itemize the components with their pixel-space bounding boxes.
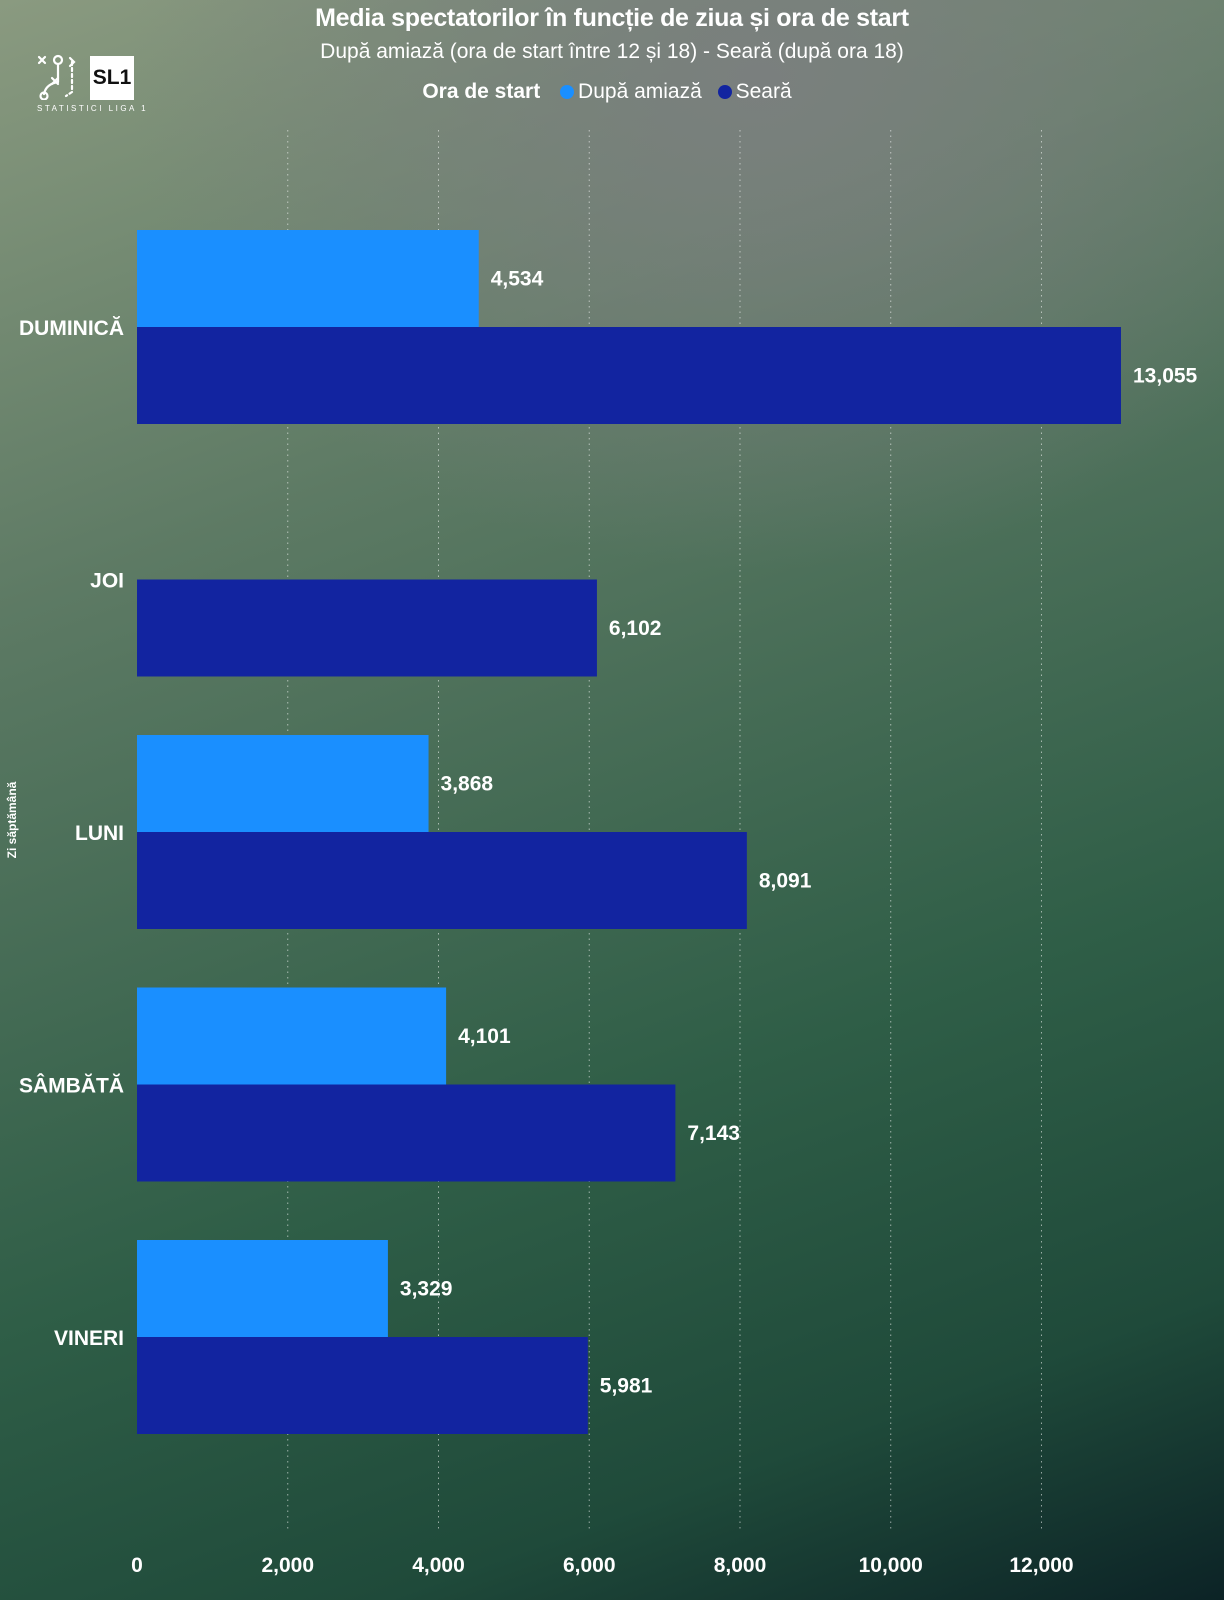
legend: Ora de start După amiază Seară: [0, 80, 1224, 104]
data-label: 13,055: [1133, 365, 1198, 388]
bar-evening[interactable]: [137, 832, 747, 929]
x-tick-label: 4,000: [412, 1554, 465, 1577]
bar-evening[interactable]: [137, 1084, 676, 1182]
data-label: 3,868: [441, 773, 494, 796]
x-tick-label: 2,000: [261, 1554, 314, 1577]
bar-afternoon[interactable]: [137, 1240, 388, 1337]
logo-mark: SL1: [90, 56, 134, 100]
legend-item-evening[interactable]: Seară: [717, 80, 792, 103]
y-tick-label: LUNI: [75, 822, 124, 845]
y-tick-label: SÂMBĂTĂ: [19, 1074, 124, 1098]
x-tick-label: 10,000: [859, 1554, 923, 1577]
bar-evening[interactable]: [137, 1337, 588, 1434]
x-tick-label: 0: [131, 1554, 143, 1577]
data-label: 3,329: [400, 1278, 453, 1301]
data-label: 6,102: [609, 617, 662, 640]
data-label: 7,143: [687, 1122, 740, 1145]
logo-subtitle: STATISTICI LIGA 1: [37, 104, 149, 113]
bar-afternoon[interactable]: [137, 735, 429, 832]
legend-item-afternoon[interactable]: După amiază: [560, 80, 702, 103]
legend-label-evening: Seară: [735, 80, 792, 103]
bar-evening[interactable]: [137, 327, 1121, 424]
legend-dot-afternoon: [560, 85, 575, 99]
chart-title: Media spectatorilor în funcție de ziua ș…: [315, 4, 909, 32]
data-label: 5,981: [600, 1375, 653, 1398]
legend-label-afternoon: După amiază: [578, 80, 702, 103]
x-tick-label: 6,000: [563, 1554, 616, 1577]
data-label: 4,534: [491, 268, 544, 291]
y-tick-label: DUMINICĂ: [19, 317, 124, 340]
bar-afternoon[interactable]: [137, 987, 447, 1085]
y-tick-label: JOI: [90, 570, 124, 593]
x-tick-label: 8,000: [714, 1554, 767, 1577]
bar-afternoon[interactable]: [137, 230, 479, 327]
y-tick-label: VINERI: [54, 1327, 124, 1350]
data-label: 4,101: [458, 1025, 511, 1048]
logo: SL1 STATISTICI LIGA 1: [36, 54, 146, 116]
tactics-icon: [37, 54, 76, 100]
legend-dot-evening: [717, 85, 732, 99]
data-label: 8,091: [759, 870, 812, 893]
x-tick-label: 12,000: [1009, 1554, 1073, 1577]
chart-subtitle: După amiază (ora de start între 12 și 18…: [320, 40, 904, 63]
bar-evening[interactable]: [137, 579, 597, 677]
legend-title: Ora de start: [422, 80, 541, 103]
